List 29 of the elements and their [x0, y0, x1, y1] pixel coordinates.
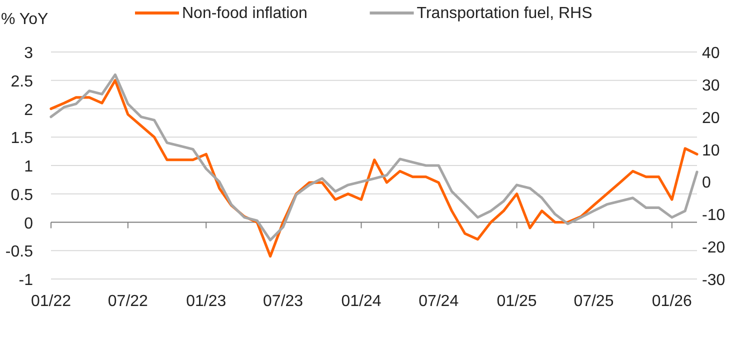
y2-tick-label: -20 — [702, 240, 726, 257]
legend-label: Non-food inflation — [182, 5, 308, 22]
y2-tick-label: 10 — [702, 142, 720, 160]
y-tick-label: 2 — [24, 102, 34, 119]
x-tick-label: 01/22 — [30, 293, 72, 310]
x-tick-label: 07/24 — [418, 293, 459, 310]
x-tick-label: 07/23 — [263, 293, 304, 310]
x-tick-label: 01/26 — [652, 293, 692, 310]
y-tick-label: 1.5 — [10, 130, 34, 148]
y-tick-label: 3 — [24, 45, 34, 62]
y-tick-label: 0 — [24, 215, 34, 232]
y2-tick-label: -10 — [702, 207, 726, 224]
y-tick-label: 1 — [24, 158, 34, 176]
y2-tick-label: 20 — [702, 110, 720, 127]
x-tick-label: 07/22 — [108, 293, 148, 310]
y-tick-label: -1 — [18, 272, 34, 289]
x-tick-label: 01/25 — [496, 293, 537, 310]
y-axis-title: % YoY — [1, 11, 48, 28]
x-tick-label: 01/24 — [341, 293, 382, 310]
y2-tick-label: 40 — [702, 45, 720, 62]
y-tick-label: -0.5 — [5, 244, 34, 261]
y-tick-label: 0.5 — [10, 186, 34, 204]
legend-label: Transportation fuel, RHS — [416, 5, 592, 22]
y2-tick-label: -30 — [702, 272, 726, 289]
y2-tick-label: 30 — [702, 77, 720, 94]
y2-tick-label: 0 — [702, 174, 711, 192]
y-tick-label: 2.5 — [10, 73, 34, 90]
x-tick-label: 07/25 — [574, 293, 614, 310]
x-tick-label: 01/23 — [186, 293, 226, 310]
